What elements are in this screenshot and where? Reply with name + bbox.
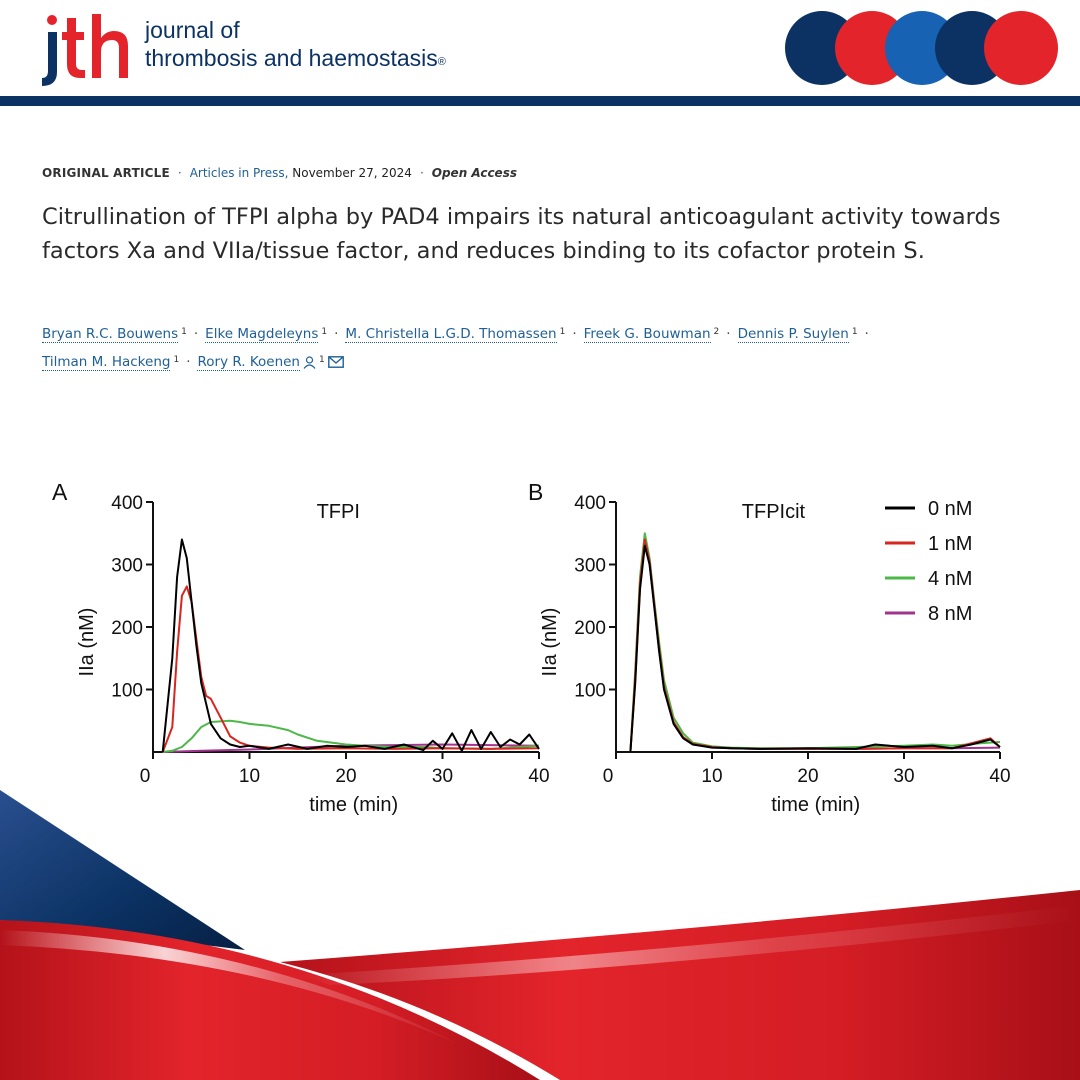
chart-title: TFPIcit bbox=[742, 501, 806, 523]
legend-label: 1 nM bbox=[928, 533, 972, 555]
x-tick-label: 20 bbox=[797, 766, 818, 787]
author-affiliation: 1 bbox=[173, 355, 180, 365]
author-separator: · bbox=[193, 326, 199, 342]
journal-name-line1: journal of bbox=[145, 17, 240, 43]
author-separator: · bbox=[186, 354, 191, 370]
article-title: Citrullination of TFPI alpha by PAD4 imp… bbox=[42, 204, 1001, 264]
series-line-1-nm bbox=[161, 585, 540, 753]
jth-logo[interactable] bbox=[40, 8, 136, 90]
y-tick-label: 300 bbox=[574, 556, 606, 577]
article-meta: ORIGINAL ARTICLE · Articles in Press, Nove… bbox=[42, 166, 517, 180]
logo-j-stem bbox=[42, 32, 57, 86]
author-list: Bryan R.C. Bouwens 1 · Elke Magdeleyns 1 · M. … bbox=[42, 320, 1042, 376]
author-link[interactable]: M. Christella L.G.D. Thomassen bbox=[345, 326, 557, 343]
open-access-label: Open Access bbox=[431, 166, 517, 180]
y-axis-label: IIa (nM) bbox=[76, 608, 98, 677]
logo-h bbox=[92, 14, 128, 78]
swoosh-highlight-2 bbox=[300, 905, 1080, 985]
journal-name-line2: thrombosis and haemostasis bbox=[145, 45, 438, 71]
panel-letter: B bbox=[528, 479, 543, 505]
series-line-4-nm bbox=[162, 719, 540, 753]
legend-label: 8 nM bbox=[928, 603, 972, 625]
chart-panel-a: A TFPI 100 200 300 400 0 10 20 30 40 time (min) IIa … bbox=[52, 479, 550, 816]
y-tick-label: 100 bbox=[574, 681, 606, 702]
registered-mark: ® bbox=[437, 56, 446, 68]
header-rule bbox=[0, 96, 1080, 106]
article-date: November 27, 2024 bbox=[292, 166, 412, 180]
author-affiliation: 2 bbox=[713, 327, 720, 337]
author-link[interactable]: Dennis P. Suylen bbox=[737, 326, 849, 343]
x-tick-label: 10 bbox=[239, 766, 260, 787]
articles-in-press-link[interactable]: Articles in Press, bbox=[189, 166, 289, 180]
author-link[interactable]: Elke Magdeleyns bbox=[205, 326, 319, 343]
x-tick-label: 30 bbox=[432, 766, 453, 787]
meta-separator: · bbox=[419, 166, 424, 180]
x-tick-label: 0 bbox=[140, 766, 151, 787]
series-line-8-nm bbox=[162, 743, 540, 753]
y-tick-label: 400 bbox=[111, 493, 143, 514]
x-tick-label: 20 bbox=[335, 766, 356, 787]
author-link[interactable]: Bryan R.C. Bouwens bbox=[42, 326, 179, 343]
legend-label: 0 nM bbox=[928, 498, 972, 520]
author-affiliation: 1 bbox=[559, 327, 566, 337]
x-tick-label: 40 bbox=[528, 766, 549, 787]
chart-panel-b: B TFPIcit 100 200 300 400 0 10 20 30 40 time (min) I… bbox=[528, 479, 1011, 816]
x-tick-label: 10 bbox=[701, 766, 722, 787]
author-affiliation: 1 bbox=[851, 327, 858, 337]
author-separator: · bbox=[864, 326, 869, 342]
swoosh-highlight bbox=[0, 930, 470, 1050]
swoosh-red-lower bbox=[0, 920, 540, 1080]
mail-icon[interactable] bbox=[327, 356, 344, 368]
y-tick-label: 200 bbox=[111, 618, 143, 639]
journal-header: journal of thrombosis and haemostasis® bbox=[0, 0, 1080, 106]
figure: A TFPI 100 200 300 400 0 10 20 30 40 time (min) IIa … bbox=[0, 460, 1080, 850]
series-line-0-nm bbox=[629, 544, 1001, 753]
brand-circles bbox=[785, 11, 1058, 85]
chart-title: TFPI bbox=[317, 501, 360, 523]
series-line-4-nm bbox=[629, 532, 1001, 753]
decorative-swoosh bbox=[0, 790, 1080, 1080]
x-axis-label: time (min) bbox=[309, 794, 398, 816]
author-separator: · bbox=[334, 326, 339, 342]
x-tick-label: 30 bbox=[893, 766, 914, 787]
author-link[interactable]: Tilman M. Hackeng bbox=[42, 354, 171, 371]
swoosh-navy bbox=[0, 790, 245, 950]
author-affiliation: 1 bbox=[181, 327, 187, 337]
y-axis-label: IIa (nM) bbox=[539, 608, 561, 677]
author-affiliation: 1 bbox=[321, 327, 328, 337]
y-tick-label: 100 bbox=[111, 681, 143, 702]
author-link[interactable]: Rory R. Koenen bbox=[197, 354, 300, 371]
legend-label: 4 nM bbox=[928, 568, 972, 590]
logo-t bbox=[62, 18, 85, 78]
series-line-0-nm bbox=[161, 538, 540, 753]
author-separator: · bbox=[726, 326, 731, 342]
x-axis-label: time (min) bbox=[771, 794, 860, 816]
author-separator: · bbox=[572, 326, 577, 342]
y-tick-label: 300 bbox=[111, 556, 143, 577]
logo-j-dot bbox=[47, 15, 57, 25]
y-tick-label: 400 bbox=[574, 493, 606, 514]
author-link[interactable]: Freek G. Bouwman bbox=[583, 326, 711, 343]
author-affiliation: 1 bbox=[319, 355, 325, 365]
brand-circle-5 bbox=[984, 11, 1058, 85]
journal-name[interactable]: journal of thrombosis and haemostasis® bbox=[145, 16, 446, 72]
x-tick-label: 0 bbox=[603, 766, 614, 787]
meta-separator: · bbox=[177, 166, 182, 180]
panel-letter: A bbox=[52, 479, 68, 505]
person-icon[interactable] bbox=[303, 355, 316, 369]
y-tick-label: 200 bbox=[574, 618, 606, 639]
article-type: ORIGINAL ARTICLE bbox=[42, 166, 170, 180]
x-tick-label: 40 bbox=[989, 766, 1010, 787]
